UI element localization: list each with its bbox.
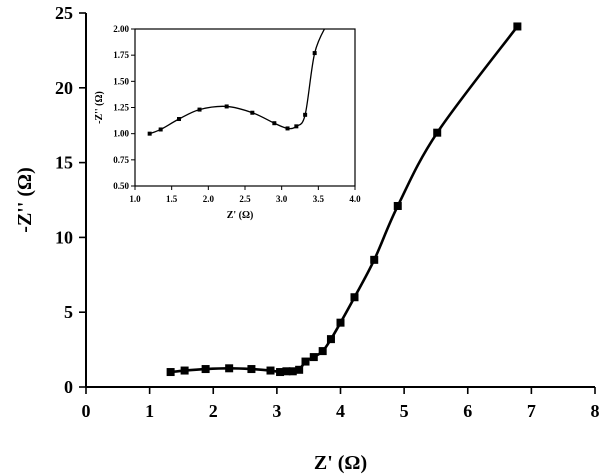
- inset-y-axis-title: -Z'' (Ω): [94, 91, 105, 124]
- main-x-tick-label: 0: [82, 401, 91, 421]
- main-data-point: [513, 22, 522, 31]
- inset-data-point: [303, 112, 308, 117]
- inset-x-tick-label: 4.0: [349, 194, 361, 204]
- inset-data-point: [272, 121, 277, 126]
- main-data-point: [276, 368, 285, 377]
- main-data-point: [201, 365, 210, 374]
- inset-x-tick-label: 1.5: [166, 194, 178, 204]
- main-y-tick-label: 25: [55, 3, 73, 23]
- main-x-tick-label: 8: [591, 401, 600, 421]
- main-x-tick-label: 1: [145, 401, 154, 421]
- main-data-point: [318, 347, 327, 356]
- main-data-point: [225, 364, 234, 373]
- main-x-tick-label: 2: [209, 401, 218, 421]
- main-y-tick-label: 0: [64, 377, 73, 397]
- main-data-point: [433, 128, 442, 137]
- main-y-tick-label: 10: [55, 227, 73, 247]
- inset-data-point: [197, 107, 202, 112]
- main-x-tick-label: 3: [272, 401, 281, 421]
- inset-x-axis-title: Z' (Ω): [227, 210, 254, 221]
- main-y-tick-label: 15: [55, 153, 73, 173]
- main-x-tick-label: 5: [400, 401, 409, 421]
- main-data-point: [288, 367, 297, 376]
- inset-x-tick-label: 3.5: [313, 194, 325, 204]
- main-data-point: [247, 365, 256, 374]
- main-data-point: [301, 357, 310, 366]
- main-y-tick-label: 5: [64, 302, 73, 322]
- inset-y-tick-label: 0.50: [113, 181, 129, 191]
- main-data-point: [393, 201, 402, 210]
- main-data-point: [336, 318, 345, 327]
- inset-y-tick-label: 0.75: [113, 155, 129, 165]
- inset-data-point: [177, 117, 181, 122]
- inset-y-tick-label: 1.50: [113, 76, 129, 86]
- main-data-point: [350, 293, 359, 302]
- inset-x-tick-label: 2.0: [203, 194, 215, 204]
- inset-y-tick-label: 1.25: [113, 103, 129, 113]
- main-data-point: [370, 255, 379, 264]
- main-data-point: [266, 366, 275, 375]
- main-x-tick-label: 4: [336, 401, 345, 421]
- inset-series-group: [147, 29, 326, 136]
- inset-x-tick-label: 2.5: [239, 194, 251, 204]
- inset-y-tick-label: 1.75: [113, 50, 129, 60]
- inset-y-tick-label: 2.00: [113, 24, 129, 34]
- main-data-point: [282, 367, 291, 376]
- inset-data-point: [285, 126, 290, 131]
- inset-data-point: [158, 127, 163, 132]
- main-y-tick-label: 20: [55, 78, 73, 98]
- main-data-point: [180, 366, 189, 375]
- inset-data-point: [250, 110, 255, 115]
- main-y-axis-title: -Z'' (Ω): [14, 167, 36, 232]
- inset-data-point: [224, 104, 229, 109]
- inset-x-tick-label: 3.0: [276, 194, 288, 204]
- main-data-point: [326, 335, 335, 344]
- inset-x-tick-label: 1.0: [129, 194, 141, 204]
- main-x-tick-label: 7: [527, 401, 536, 421]
- inset-y-tick-label: 1.00: [113, 129, 129, 139]
- main-x-axis-title: Z' (Ω): [314, 452, 367, 474]
- inset-data-point: [147, 131, 152, 136]
- main-series-group: [166, 22, 522, 377]
- main-x-tick-label: 6: [463, 401, 472, 421]
- main-data-point: [295, 365, 304, 374]
- inset-data-point: [312, 51, 317, 56]
- main-data-point: [166, 368, 175, 377]
- inset-data-point: [294, 124, 299, 129]
- inset-plot-frame: [134, 28, 356, 187]
- main-data-point: [309, 353, 318, 362]
